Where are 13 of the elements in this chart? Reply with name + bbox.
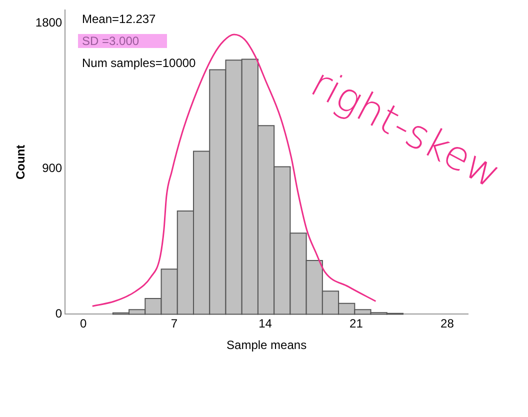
annotation: SD =3.000 bbox=[78, 34, 168, 48]
y-tick-label: 0 bbox=[55, 306, 62, 321]
x-tick-label: 0 bbox=[80, 316, 87, 331]
x-tick-label: 28 bbox=[440, 316, 454, 331]
x-tick-label: 7 bbox=[170, 316, 178, 331]
x-tick-label: 21 bbox=[350, 316, 364, 331]
x-tick-label: 14 bbox=[258, 316, 272, 331]
y-tick-label: 900 bbox=[42, 160, 62, 175]
annotation: Mean=12.237 bbox=[82, 12, 156, 26]
y-axis-title: Count bbox=[14, 144, 28, 180]
y-tick-label: 1800 bbox=[35, 15, 62, 30]
x-axis-title: Sample means bbox=[226, 338, 307, 352]
annotation: Num samples=10000 bbox=[82, 56, 196, 70]
